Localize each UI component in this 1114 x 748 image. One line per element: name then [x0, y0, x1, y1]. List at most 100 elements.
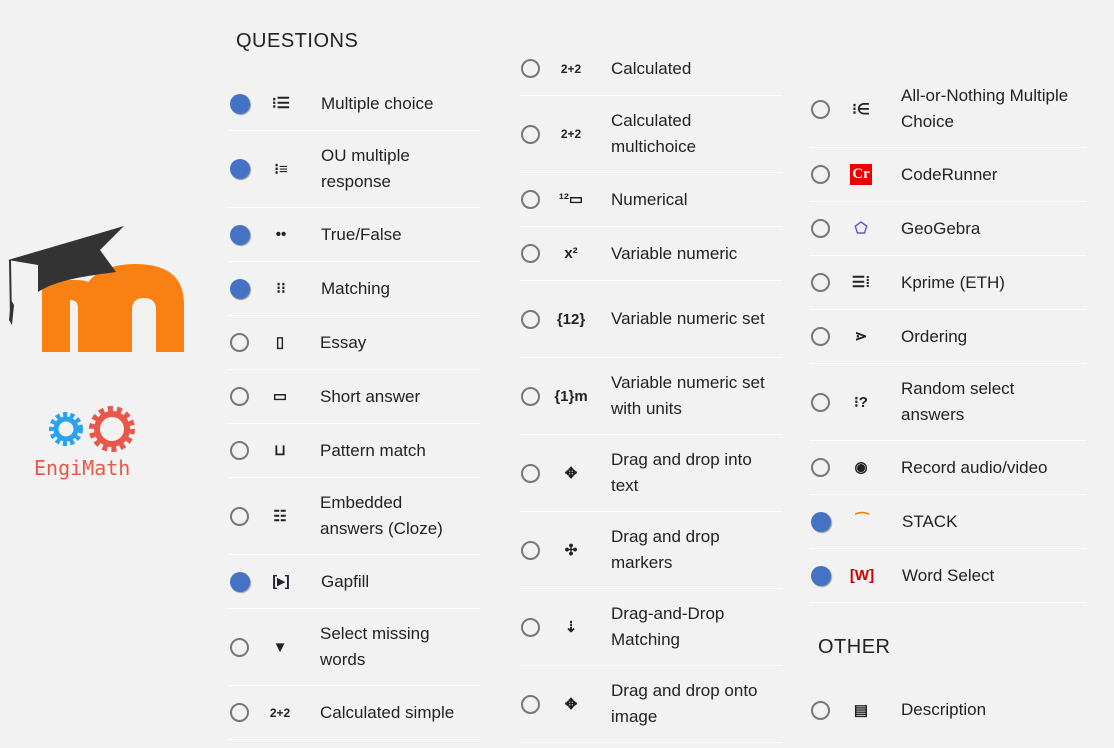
question-type-option[interactable]: ⁝∈ All-or-Nothing Multiple Choice [810, 71, 1086, 148]
question-type-option[interactable]: ⬠ GeoGebra [810, 202, 1086, 256]
radio-button[interactable] [230, 506, 249, 526]
move-arrows-icon: ✥ [564, 695, 578, 713]
option-label: CodeRunner [901, 164, 998, 184]
geogebra-icon: ⬠ [854, 220, 868, 237]
question-type-option[interactable]: ⁝☰ Multiple choice [229, 77, 480, 131]
question-type-option[interactable]: ¹²▭ Numerical [520, 173, 782, 227]
question-type-option[interactable]: x² Variable numeric [520, 227, 782, 281]
radio-button[interactable] [230, 224, 250, 245]
radio-button[interactable] [811, 327, 830, 346]
radio-button[interactable] [230, 703, 249, 722]
radio-button[interactable] [230, 441, 249, 460]
question-type-option[interactable]: ▭ Short answer [229, 370, 480, 424]
option-label: All-or-Nothing Multiple Choice [901, 86, 1069, 131]
question-type-option[interactable]: [▸] Gapfill [229, 555, 480, 609]
radio-button[interactable] [230, 387, 249, 406]
radio-button[interactable] [230, 637, 249, 657]
radio-button[interactable] [521, 190, 540, 209]
calc-icon: 2+2 [269, 705, 291, 720]
question-type-option[interactable]: ⁝⁝ Matching [229, 262, 480, 316]
question-type-option[interactable]: {12} Variable numeric set [520, 281, 782, 358]
option-label: Embedded answers (Cloze) [320, 493, 443, 538]
radio-button[interactable] [521, 309, 540, 329]
radio-button[interactable] [230, 159, 250, 179]
option-label: Variable numeric set [611, 309, 765, 328]
question-type-option[interactable]: ☰⁞ Kprime (ETH) [810, 256, 1086, 310]
radio-button[interactable] [230, 93, 250, 114]
option-label: Description [901, 700, 987, 719]
question-type-option[interactable]: [W] Word Select [810, 549, 1086, 603]
question-type-option[interactable]: ☷ Embedded answers (Cloze) [229, 478, 480, 555]
two-dots-icon: •• [275, 226, 287, 243]
radio-button[interactable] [521, 463, 540, 483]
radio-button[interactable] [521, 386, 540, 406]
kprime-icon: ☰⁞ [851, 274, 871, 291]
question-type-option[interactable]: Cr CodeRunner [810, 148, 1086, 202]
dropdown-icon: ▼ [272, 638, 288, 656]
option-label: Kprime (ETH) [901, 272, 1005, 292]
cloze-icon: ☷ [273, 507, 287, 525]
radio-button[interactable] [230, 278, 250, 299]
radio-button[interactable] [521, 124, 540, 144]
description-icon: ▤ [853, 701, 869, 719]
radio-button[interactable] [811, 458, 830, 477]
calc-icon: 2+2 [560, 127, 582, 141]
radio-button[interactable] [811, 219, 830, 238]
calc-icon: 2+2 [560, 61, 582, 76]
option-label: Short answer [320, 386, 421, 406]
radio-button[interactable] [811, 511, 831, 532]
moodle-logo [4, 220, 186, 355]
option-label: Essay [320, 332, 367, 352]
question-type-option[interactable]: ⊔ Pattern match [229, 424, 480, 478]
list-icon: ⁝☰ [271, 95, 291, 112]
radio-button[interactable] [521, 540, 540, 560]
question-type-option[interactable]: ⁝? Random select answers [810, 364, 1086, 441]
matching-icon: ⁝⁝ [276, 280, 286, 297]
radio-button[interactable] [811, 273, 830, 292]
question-type-option[interactable]: 2+2 Calculated [520, 42, 782, 96]
gapfill-icon: [▸] [272, 573, 290, 590]
radio-button[interactable] [521, 244, 540, 263]
question-type-option[interactable]: ⋗ Ordering [810, 310, 1086, 364]
question-type-option[interactable]: ⁝≡ OU multiple response [229, 131, 480, 208]
option-label: Variable numeric [611, 243, 738, 263]
question-type-option[interactable]: ⇣ Drag-and-Drop Matching [520, 589, 782, 666]
radio-button[interactable] [230, 333, 249, 352]
option-label: Variable numeric set with units [611, 373, 765, 418]
radio-button[interactable] [521, 694, 540, 714]
question-type-option[interactable]: 2+2 Calculated multichoice [520, 96, 782, 173]
record-icon: ◉ [854, 459, 868, 476]
option-label: Ordering [901, 326, 968, 346]
radio-button[interactable] [521, 617, 540, 637]
radio-button[interactable] [811, 392, 830, 412]
question-type-option[interactable]: ▤ Description [810, 683, 1086, 737]
questions-column-1: ⁝☰ Multiple choice ⁝≡ OU multiple response •… [229, 77, 480, 740]
option-label: Matching [321, 278, 390, 298]
question-type-option[interactable]: 2+2 Calculated simple [229, 686, 480, 740]
question-type-option[interactable]: ◉ Record audio/video [810, 441, 1086, 495]
option-label: Multiple choice [321, 93, 434, 113]
questions-column-3: ⁝∈ All-or-Nothing Multiple Choice Cr CodeRu… [810, 71, 1086, 603]
option-label: Word Select [902, 565, 995, 585]
radio-button[interactable] [811, 700, 830, 720]
other-column: ▤ Description [810, 683, 1086, 737]
textbox-icon: ▭ [272, 388, 288, 405]
question-type-option[interactable]: ▯ Essay [229, 316, 480, 370]
radio-button[interactable] [811, 165, 830, 184]
pattern-icon: ⊔ [274, 442, 286, 459]
radio-button[interactable] [811, 99, 830, 119]
radio-button[interactable] [230, 571, 250, 592]
question-type-option[interactable]: ✥ Drag and drop into text [520, 435, 782, 512]
variable-set-icon: {12} [556, 310, 586, 328]
option-label: Numerical [611, 189, 688, 209]
question-type-option[interactable]: ✥ Drag and drop onto image [520, 666, 782, 743]
question-type-option[interactable]: ✣ Drag and drop markers [520, 512, 782, 589]
question-type-option[interactable]: ⁀ STACK [810, 495, 1086, 549]
option-label: Select missing words [320, 624, 430, 669]
question-type-option[interactable]: •• True/False [229, 208, 480, 262]
radio-button[interactable] [811, 565, 831, 586]
radio-button[interactable] [521, 59, 540, 78]
question-type-option[interactable]: ▼ Select missing words [229, 609, 480, 686]
all-or-nothing-icon: ⁝∈ [852, 100, 870, 118]
question-type-option[interactable]: {1}m Variable numeric set with units [520, 358, 782, 435]
